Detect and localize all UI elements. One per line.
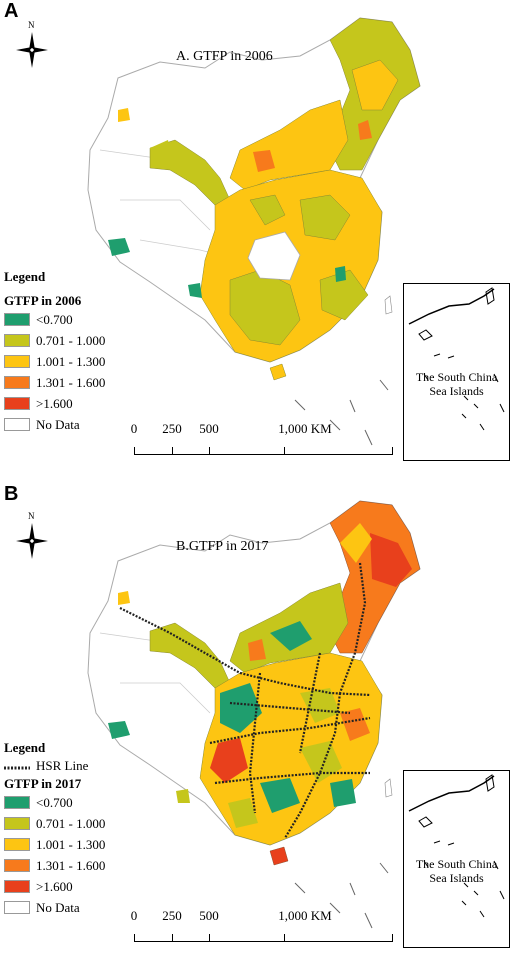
legend-item: >1.600: [4, 393, 105, 414]
legend-swatch: [4, 334, 30, 347]
south-china-sea-inset: The South China Sea Islands: [403, 770, 510, 948]
scale-label: 500: [199, 908, 219, 923]
legend-swatch: [4, 796, 30, 809]
legend-swatch: [4, 859, 30, 872]
legend-item: 1.001 - 1.300: [4, 351, 105, 372]
panel-b: B: [0, 483, 512, 965]
legend-label: >1.600: [36, 395, 73, 411]
hsr-line-icon: [4, 761, 30, 771]
scale-label: 1,000 KM: [278, 421, 332, 436]
legend-heading: Legend: [4, 740, 46, 755]
legend-item: <0.700: [4, 792, 105, 813]
inset-label-line2: Sea Islands: [429, 871, 484, 885]
legend-item: No Data: [4, 414, 105, 435]
map-title: B.GTFP in 2017: [176, 539, 269, 554]
compass-icon: [16, 32, 48, 68]
legend-swatch: [4, 880, 30, 893]
scale-bar: 0 250 500 1,000 KM: [130, 908, 434, 948]
scale-bar: 0 250 500 1,000 KM: [130, 421, 434, 461]
north-label: N: [28, 511, 35, 521]
scale-label: 500: [199, 421, 219, 436]
inset-label-line1: The South China: [415, 857, 498, 871]
legend-item: 1.001 - 1.300: [4, 834, 105, 855]
hsr-lines: [119, 562, 371, 839]
legend: Legend HSR Line GTFP in 2017 <0.700 0.701…: [4, 740, 105, 918]
north-arrow: N: [12, 20, 52, 74]
legend-item: 1.301 - 1.600: [4, 372, 105, 393]
panel-a: A: [0, 0, 512, 478]
legend-label: <0.700: [36, 794, 73, 810]
legend-swatch: [4, 397, 30, 410]
china-map-2017: [87, 500, 421, 929]
inset-label-line1: The South China: [415, 370, 498, 384]
legend-label: <0.700: [36, 311, 73, 327]
legend-swatch: [4, 376, 30, 389]
scale-label: 0: [130, 908, 138, 923]
inset-map: [408, 287, 505, 431]
legend-item: 0.701 - 1.000: [4, 330, 105, 351]
scale-label: 0: [130, 421, 138, 436]
hainan: [269, 363, 287, 381]
region-no-data: [247, 231, 301, 281]
legend-label: 0.701 - 1.000: [36, 332, 106, 348]
legend-subtitle: GTFP in 2017: [4, 776, 82, 791]
legend-label: >1.600: [36, 878, 73, 894]
legend-item: No Data: [4, 897, 105, 918]
north-label: N: [28, 20, 35, 30]
legend-label: 1.301 - 1.600: [36, 374, 106, 390]
panel-letter: A: [4, 0, 19, 22]
legend-swatch: [4, 817, 30, 830]
compass-icon: [16, 523, 48, 559]
legend-label: 0.701 - 1.000: [36, 815, 106, 831]
legend-swatch: [4, 418, 30, 431]
scale-label: 250: [162, 421, 182, 436]
map-title: A. GTFP in 2006: [176, 49, 273, 64]
inset-map: [408, 774, 505, 918]
china-map-2006: [87, 17, 421, 446]
legend-item: 1.301 - 1.600: [4, 855, 105, 876]
legend-swatch: [4, 838, 30, 851]
legend-label: 1.301 - 1.600: [36, 857, 106, 873]
legend-item: <0.700: [4, 309, 105, 330]
legend-swatch: [4, 355, 30, 368]
panel-letter: B: [4, 483, 19, 505]
legend: Legend GTFP in 2006 <0.700 0.701 - 1.000 1…: [4, 269, 105, 435]
legend-swatch: [4, 901, 30, 914]
legend-label: 1.001 - 1.300: [36, 353, 106, 369]
hsr-label: HSR Line: [36, 758, 89, 773]
legend-item: >1.600: [4, 876, 105, 897]
scale-label: 250: [162, 908, 182, 923]
scale-label: 1,000 KM: [278, 908, 332, 923]
north-arrow: N: [12, 511, 52, 565]
legend-heading: Legend: [4, 269, 46, 284]
south-china-sea-inset: The South China Sea Islands: [403, 283, 510, 461]
legend-hsr-row: HSR Line: [4, 756, 105, 776]
legend-label: 1.001 - 1.300: [36, 836, 106, 852]
legend-swatch: [4, 313, 30, 326]
inset-label-line2: Sea Islands: [429, 384, 484, 398]
legend-label: No Data: [36, 899, 80, 915]
legend-subtitle: GTFP in 2006: [4, 293, 82, 308]
legend-label: No Data: [36, 416, 80, 432]
legend-item: 0.701 - 1.000: [4, 813, 105, 834]
